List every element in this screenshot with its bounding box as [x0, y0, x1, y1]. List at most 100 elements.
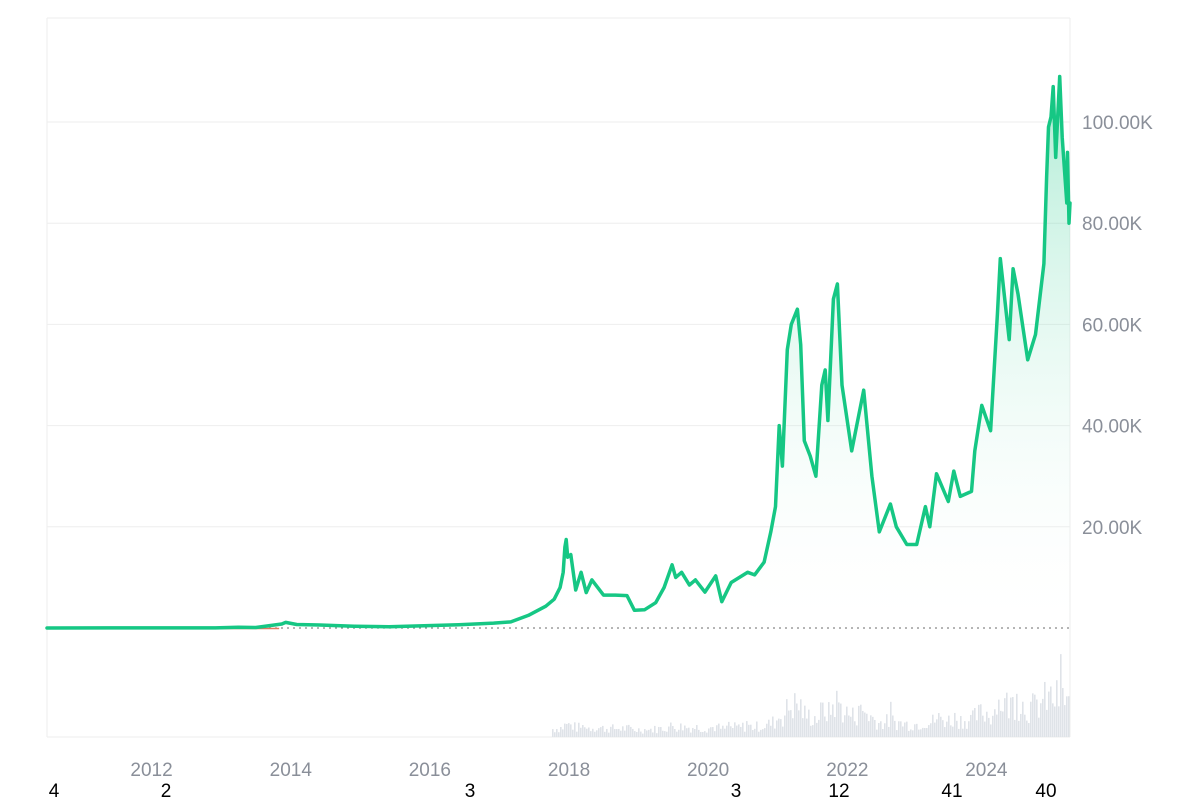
volume-bar [792, 718, 794, 737]
volume-bar [826, 721, 828, 737]
volume-bar [896, 730, 898, 737]
volume-bar [926, 728, 928, 737]
volume-bar [582, 725, 584, 737]
volume-bar [848, 715, 850, 737]
volume-bar [762, 729, 764, 737]
volume-bar [852, 707, 854, 737]
volume-bar [840, 703, 842, 737]
volume-bar [672, 726, 674, 737]
volume-bar [700, 731, 702, 737]
volume-bar [742, 722, 744, 737]
volume-bar [758, 731, 760, 737]
volume-bar [846, 706, 848, 737]
volume-bar [1008, 718, 1010, 737]
volume-bar [982, 715, 984, 737]
volume-bar [776, 720, 778, 737]
volume-bar [680, 723, 682, 737]
volume-bar [774, 728, 776, 737]
volume-bar [812, 725, 814, 737]
volume-bar [1064, 705, 1066, 737]
volume-bar [602, 725, 604, 737]
volume-bar [682, 730, 684, 737]
volume-bar [670, 722, 672, 737]
volume-bar [890, 701, 892, 737]
volume-bar [676, 731, 678, 737]
volume-bar [648, 729, 650, 737]
volume-bar [1010, 697, 1012, 737]
volume-bar [554, 732, 556, 737]
volume-bar [712, 727, 714, 737]
volume-bar [594, 731, 596, 737]
x-tick-label: 2018 [548, 760, 590, 781]
volume-bar [572, 729, 574, 737]
volume-bar [832, 704, 834, 737]
volume-bar [950, 725, 952, 737]
volume-bar [786, 699, 788, 737]
volume-bar [794, 693, 796, 737]
volume-bar [702, 732, 704, 737]
volume-bar [1046, 709, 1048, 737]
volume-bar [778, 718, 780, 737]
volume-bar [986, 711, 988, 737]
volume-bar [604, 731, 606, 737]
y-tick-label: 40.00K [1082, 417, 1143, 438]
volume-bar [912, 730, 914, 737]
volume-bar [678, 729, 680, 737]
volume-bar [928, 725, 930, 737]
volume-bar [754, 728, 756, 737]
volume-bar [638, 728, 640, 737]
volume-bar [578, 722, 580, 737]
volume-bar [704, 731, 706, 737]
x-axis-ticks: 2012 2014 2016 2018 2020 2022 2024 [130, 760, 1008, 781]
volume-bar [1048, 691, 1050, 737]
volume-bar [1006, 692, 1008, 737]
y-tick-label: 80.00K [1082, 214, 1143, 235]
volume-bar [1050, 686, 1052, 737]
volume-bar [946, 721, 948, 737]
volume-bar [1016, 693, 1018, 737]
volume-bar [1042, 698, 1044, 737]
volume-bar [822, 702, 824, 737]
volume-bar [974, 708, 976, 737]
volume-bar [858, 705, 860, 737]
price-area [47, 76, 1070, 628]
volume-bar [752, 730, 754, 737]
volume-bar [642, 733, 644, 737]
volume-bar [1022, 701, 1024, 737]
volume-bar [690, 732, 692, 737]
volume-bar [798, 710, 800, 737]
footer-number: 2 [161, 781, 172, 800]
volume-bar [850, 716, 852, 737]
volume-bar [972, 710, 974, 737]
volume-bar [968, 721, 970, 737]
volume-bar [934, 722, 936, 737]
volume-bar [608, 732, 610, 737]
volume-bar [732, 728, 734, 737]
volume-bar [668, 726, 670, 737]
volume-bar [984, 721, 986, 737]
volume-bar [652, 732, 654, 737]
y-tick-label: 60.00K [1082, 315, 1143, 336]
volume-bar [764, 728, 766, 737]
volume-bar [714, 731, 716, 737]
volume-bar [760, 729, 762, 737]
price-area-fill [47, 76, 1070, 628]
volume-bar [576, 731, 578, 737]
volume-bar [782, 726, 784, 737]
footer-number: 12 [828, 781, 849, 800]
volume-bar [1024, 714, 1026, 737]
volume-bar [1028, 723, 1030, 737]
volume-bar [650, 728, 652, 737]
volume-bar [944, 727, 946, 737]
volume-bar [884, 723, 886, 737]
volume-bar [838, 702, 840, 737]
volume-bar [874, 719, 876, 737]
volume-bar [562, 729, 564, 737]
volume-bar [624, 730, 626, 737]
volume-bar [954, 712, 956, 737]
volume-bar [584, 727, 586, 737]
volume-bar [728, 721, 730, 737]
volume-bar [816, 722, 818, 737]
footer-number: 40 [1035, 781, 1056, 800]
